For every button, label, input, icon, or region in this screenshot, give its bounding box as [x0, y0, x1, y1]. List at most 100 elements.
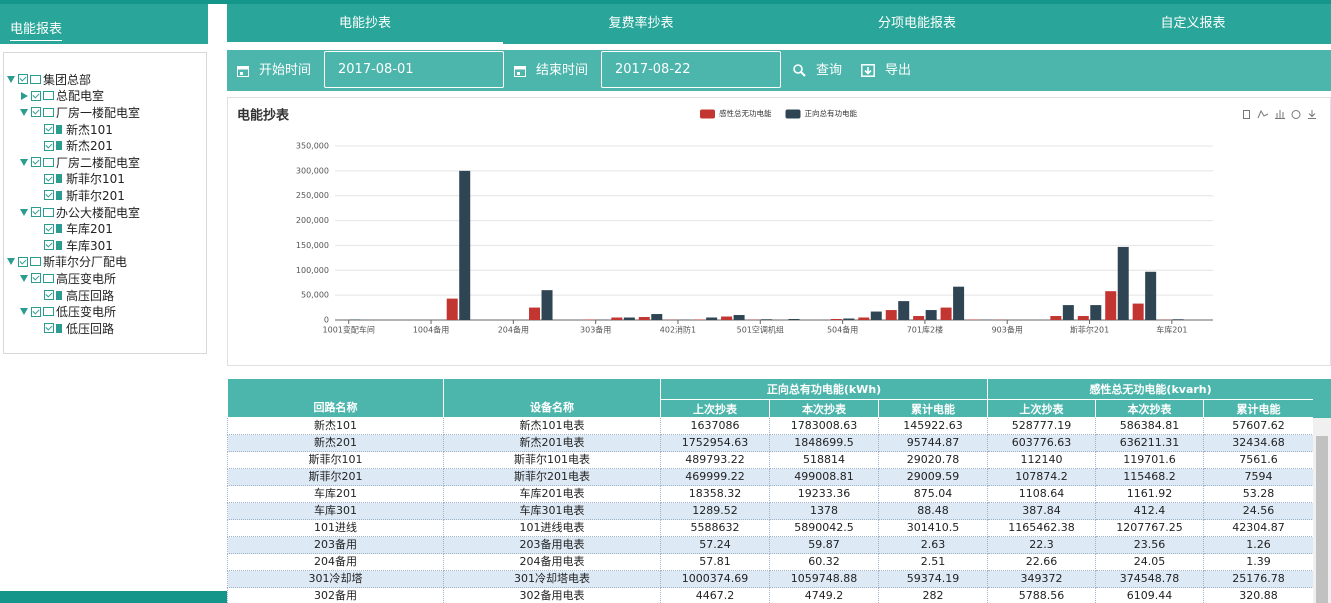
bar[interactable] — [1132, 303, 1144, 320]
tree-node[interactable]: 高压变电所 — [4, 270, 206, 287]
bar[interactable] — [858, 317, 870, 320]
expand-toggle[interactable] — [20, 158, 28, 166]
tree-node[interactable]: 新杰101 — [4, 121, 206, 138]
bar[interactable] — [761, 319, 773, 320]
bar[interactable] — [830, 319, 842, 320]
legend-label[interactable]: 正向总有功电能 — [805, 108, 858, 118]
tree-node[interactable]: 新杰201 — [4, 137, 206, 154]
bar[interactable] — [1117, 246, 1129, 320]
bar[interactable] — [953, 286, 965, 320]
bar[interactable] — [885, 310, 897, 320]
tree-node[interactable]: 斯菲尔分厂配电 — [4, 254, 206, 271]
checkbox[interactable] — [18, 256, 28, 267]
bar[interactable] — [913, 316, 925, 320]
checkbox[interactable] — [31, 107, 41, 118]
bar[interactable] — [651, 314, 663, 320]
export-button[interactable]: 导出 — [861, 50, 911, 91]
checkbox[interactable] — [44, 173, 54, 184]
checkbox[interactable] — [44, 223, 54, 234]
tree-node[interactable]: 斯菲尔101 — [4, 171, 206, 188]
toolbox-line[interactable] — [1257, 109, 1269, 119]
checkbox[interactable] — [31, 90, 41, 101]
checkbox[interactable] — [18, 74, 28, 85]
tree-node[interactable]: 车库301 — [4, 237, 206, 254]
end-date-input[interactable]: 2017-08-22 — [601, 51, 781, 88]
bar[interactable] — [541, 290, 553, 320]
checkbox[interactable] — [44, 290, 54, 301]
tab[interactable]: 电能抄表 — [227, 4, 503, 44]
bar[interactable] — [843, 318, 855, 320]
checkbox[interactable] — [31, 306, 41, 317]
expand-toggle[interactable] — [21, 91, 28, 100]
tree-node[interactable]: 低压变电所 — [4, 303, 206, 320]
bar[interactable] — [638, 317, 650, 320]
scrollbar-thumb[interactable] — [1316, 436, 1328, 603]
expand-toggle[interactable] — [20, 208, 28, 216]
tree-node[interactable]: 厂房二楼配电室 — [4, 154, 206, 171]
node-label: 低压回路 — [66, 321, 115, 336]
checkbox[interactable] — [31, 157, 41, 168]
checkbox[interactable] — [44, 240, 54, 251]
table-cell: 115468.2 — [1095, 468, 1205, 486]
tree-node[interactable]: 低压回路 — [4, 320, 206, 337]
tab[interactable]: 自定义报表 — [1160, 16, 1226, 31]
bar[interactable] — [788, 319, 800, 320]
tree-node[interactable]: 集团总部 — [4, 71, 206, 88]
checkbox[interactable] — [31, 273, 41, 284]
bar[interactable] — [1105, 291, 1117, 320]
legend-swatch[interactable] — [785, 109, 801, 119]
bar[interactable] — [446, 298, 458, 320]
table-cell: 302备用电表 — [443, 587, 661, 603]
tree-node[interactable]: 总配电室 — [4, 88, 206, 105]
query-button[interactable]: 查询 — [793, 50, 842, 91]
table-row: 斯菲尔101 斯菲尔101电表 489793.22 518814 29020.78 112… — [227, 451, 1315, 469]
bar[interactable] — [898, 301, 910, 320]
checkbox[interactable] — [44, 323, 54, 334]
toolbox-save[interactable] — [1308, 110, 1316, 119]
tree-node[interactable]: 高压回路 — [4, 287, 206, 304]
bar[interactable] — [870, 311, 882, 320]
bar[interactable] — [706, 317, 718, 320]
bar[interactable] — [529, 307, 541, 320]
checkbox[interactable] — [31, 207, 41, 218]
bar[interactable] — [925, 310, 937, 320]
bar[interactable] — [623, 317, 635, 320]
bar[interactable] — [721, 316, 733, 320]
tree-node[interactable]: 斯菲尔201 — [4, 187, 206, 204]
toolbox-restore[interactable] — [1291, 110, 1301, 119]
expand-toggle[interactable] — [20, 108, 28, 116]
start-date-input[interactable]: 2017-08-01 — [324, 51, 504, 88]
expand-toggle[interactable] — [20, 274, 28, 282]
expand-toggle[interactable] — [20, 308, 28, 316]
bar[interactable] — [1077, 316, 1089, 320]
tree-node[interactable]: 厂房一楼配电室 — [4, 104, 206, 121]
legend-label[interactable]: 感性总无功电能 — [719, 108, 772, 118]
tree-node[interactable]: 车库201 — [4, 220, 206, 237]
tab[interactable]: 分项电能报表 — [877, 16, 956, 31]
checkbox[interactable] — [44, 124, 54, 135]
table-cell: 282 — [877, 587, 989, 603]
expand-toggle[interactable] — [7, 258, 15, 266]
bar[interactable] — [733, 315, 745, 320]
tab[interactable]: 复费率抄表 — [608, 16, 674, 31]
bar[interactable] — [1050, 316, 1062, 320]
table-cell: 车库301电表 — [443, 502, 661, 520]
bar[interactable] — [1090, 305, 1102, 320]
expand-toggle[interactable] — [7, 75, 15, 83]
sidebar-title[interactable]: 电能报表 — [10, 18, 63, 41]
bar[interactable] — [1062, 305, 1074, 320]
checkbox[interactable] — [44, 140, 54, 151]
table-cell: 1000374.69 — [660, 570, 770, 588]
bar[interactable] — [940, 307, 952, 320]
bar[interactable] — [459, 170, 471, 320]
column-header: 本次抄表 — [1095, 399, 1205, 418]
toolbox-bar[interactable] — [1275, 110, 1285, 119]
checkbox[interactable] — [44, 190, 54, 201]
tree-node[interactable]: 办公大楼配电室 — [4, 204, 206, 221]
toolbox-view[interactable] — [1243, 110, 1250, 119]
bar[interactable] — [1145, 271, 1157, 320]
bar[interactable] — [1172, 319, 1184, 320]
node-label: 厂房二楼配电室 — [56, 155, 141, 170]
bar[interactable] — [611, 317, 623, 320]
legend-swatch[interactable] — [700, 109, 715, 119]
